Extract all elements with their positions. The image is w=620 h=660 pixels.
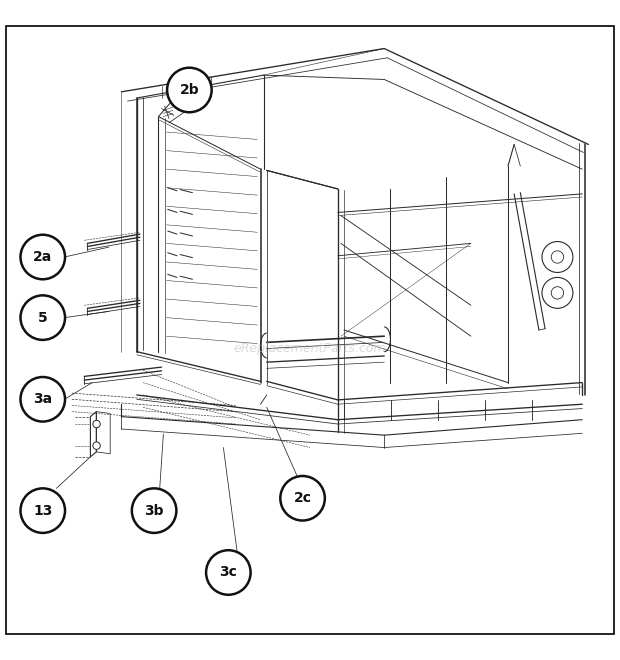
Circle shape — [542, 277, 573, 308]
Circle shape — [551, 286, 564, 299]
Circle shape — [206, 550, 250, 595]
Text: 2b: 2b — [180, 83, 199, 97]
Text: 3b: 3b — [144, 504, 164, 517]
Circle shape — [20, 488, 65, 533]
Text: 13: 13 — [33, 504, 53, 517]
Circle shape — [280, 476, 325, 521]
Text: 2a: 2a — [33, 250, 52, 264]
Circle shape — [20, 296, 65, 340]
Circle shape — [20, 377, 65, 422]
Text: 3a: 3a — [33, 392, 52, 407]
Circle shape — [93, 420, 100, 428]
Circle shape — [93, 442, 100, 449]
Circle shape — [167, 68, 211, 112]
Circle shape — [551, 251, 564, 263]
Circle shape — [132, 488, 176, 533]
Circle shape — [542, 242, 573, 273]
Circle shape — [20, 235, 65, 279]
Text: 5: 5 — [38, 311, 48, 325]
Text: 2c: 2c — [294, 491, 312, 506]
Text: eReplacementParts.com: eReplacementParts.com — [234, 342, 386, 355]
Text: 3c: 3c — [219, 566, 237, 579]
